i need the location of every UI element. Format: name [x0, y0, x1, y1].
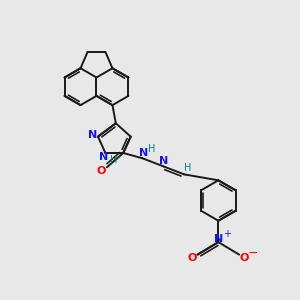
Text: N: N — [159, 156, 169, 166]
Text: H: H — [110, 154, 117, 164]
Text: O: O — [240, 253, 249, 263]
Text: O: O — [97, 166, 106, 176]
Text: +: + — [223, 229, 231, 239]
Text: N: N — [88, 130, 97, 140]
Text: O: O — [188, 253, 197, 263]
Text: H: H — [184, 163, 191, 173]
Text: −: − — [248, 247, 259, 260]
Text: N: N — [214, 234, 224, 244]
Text: N: N — [99, 152, 109, 161]
Text: N: N — [139, 148, 148, 158]
Text: H: H — [148, 144, 155, 154]
